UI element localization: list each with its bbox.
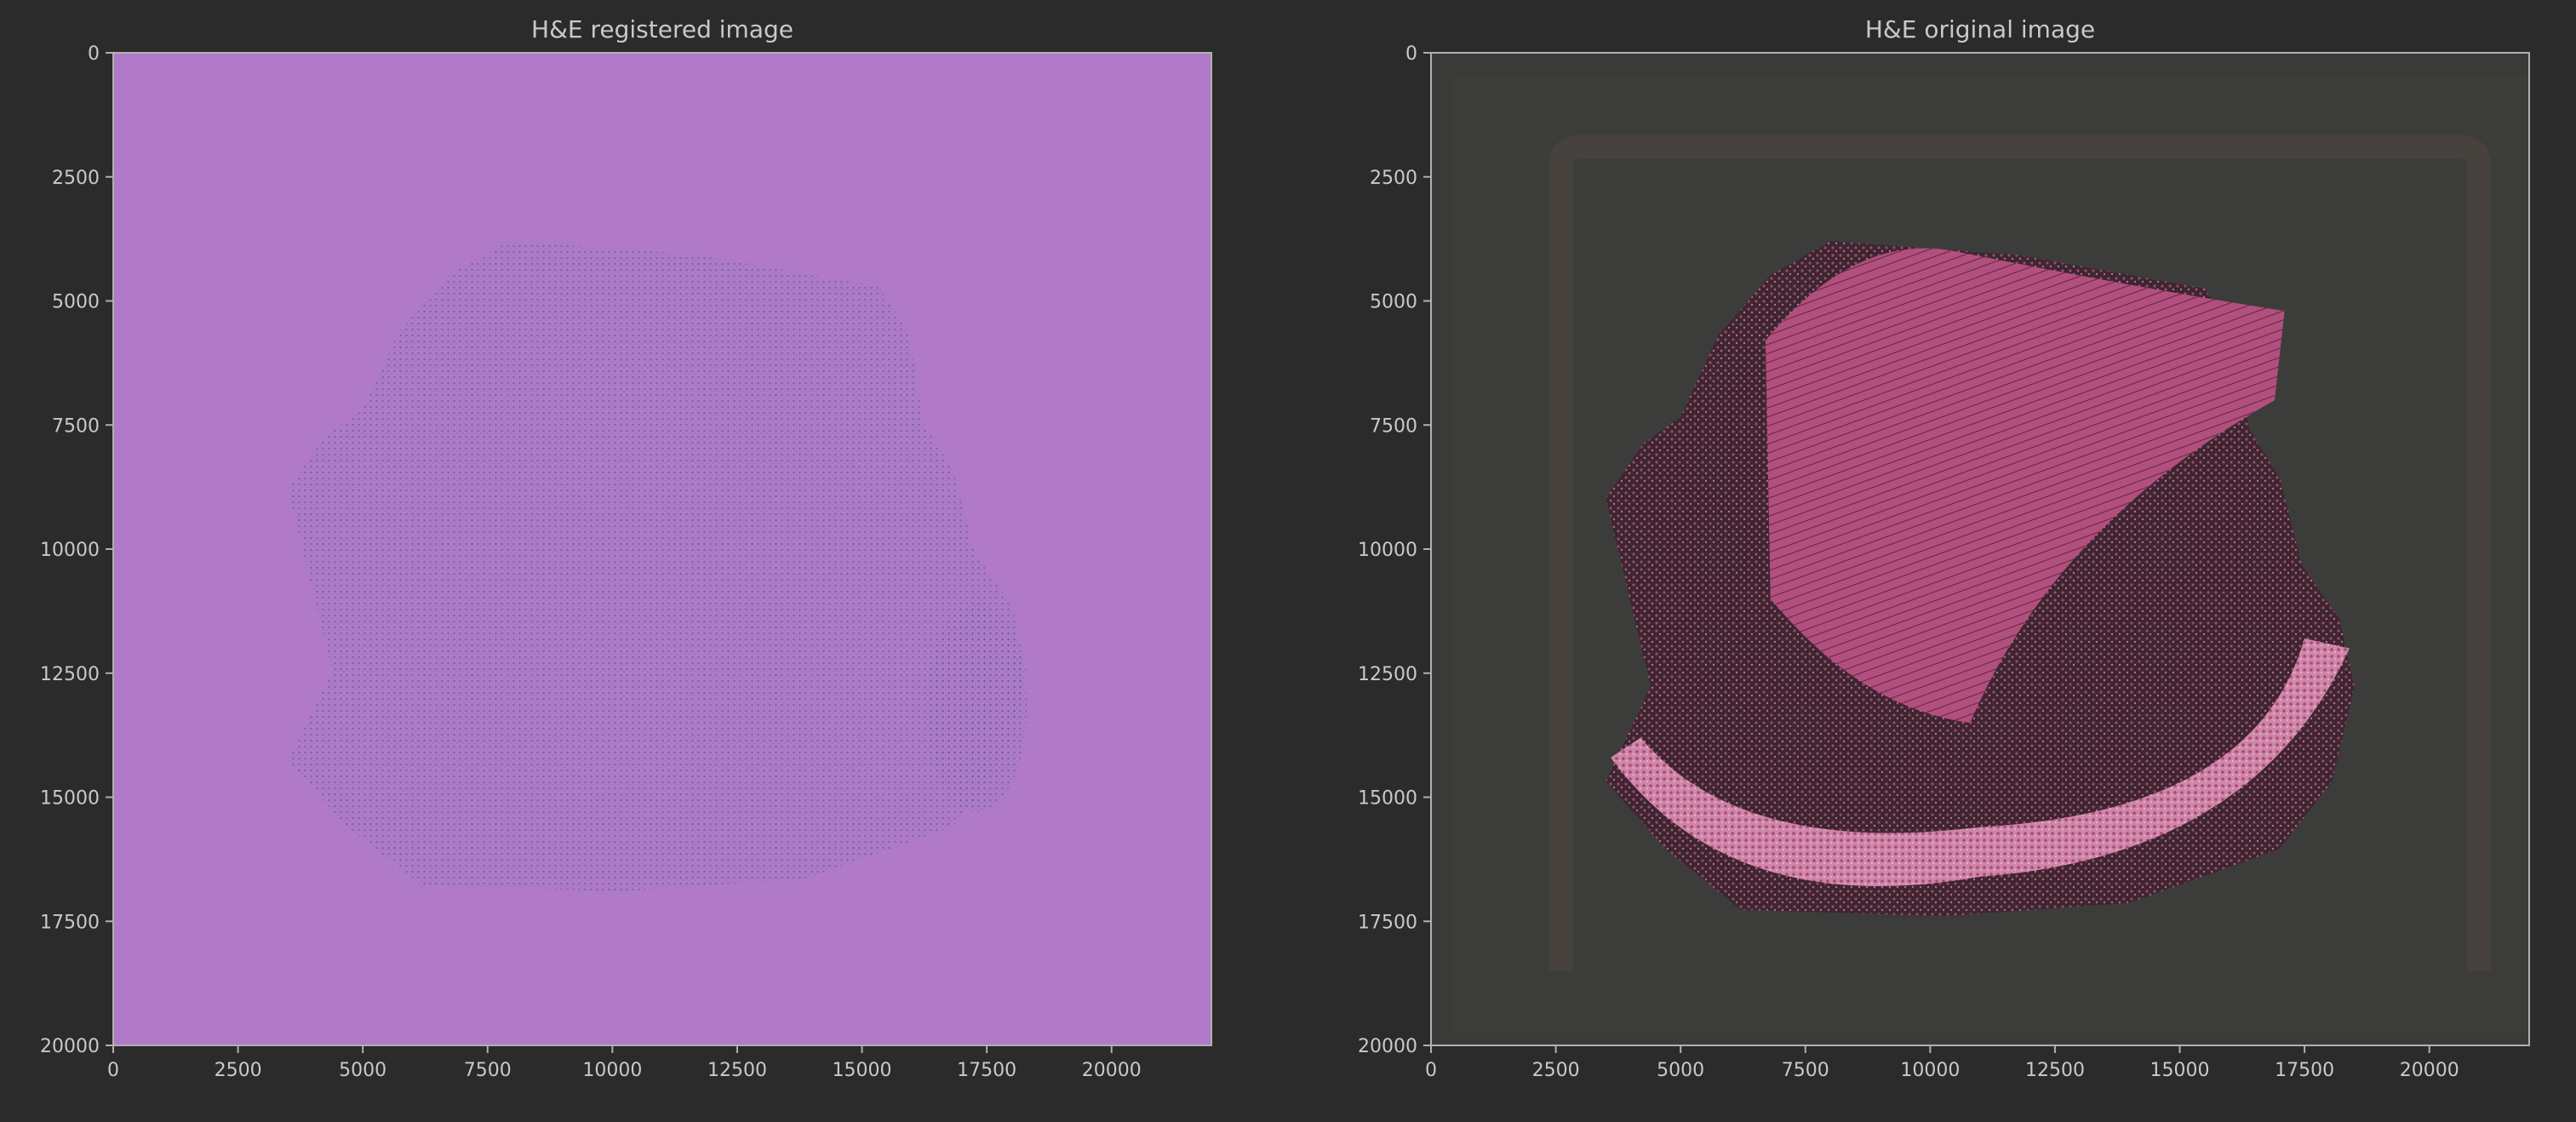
y-tick-label: 7500 [1370,415,1417,437]
panel-title: H&E original image [1865,15,2095,43]
x-tick-label: 5000 [1657,1060,1704,1081]
x-tick-label: 0 [1425,1060,1437,1081]
original-image [1431,53,2529,1045]
x-tick-label: 20000 [1082,1060,1142,1081]
y-tick-label: 12500 [1358,664,1417,685]
x-tick-label: 15000 [833,1060,892,1081]
x-tick-label: 2500 [1532,1060,1580,1081]
x-tick-label: 15000 [2150,1060,2210,1081]
x-tick-label: 5000 [339,1060,386,1081]
y-tick-label: 2500 [1370,168,1417,189]
y-tick-label: 2500 [52,168,100,189]
y-tick-label: 7500 [52,415,100,437]
y-tick-label: 17500 [1358,912,1417,933]
y-tick-label: 15000 [1358,788,1417,810]
x-tick-label: 12500 [707,1060,767,1081]
y-tick-label: 17500 [40,912,100,933]
tissue-region [926,604,1028,812]
x-tick-label: 10000 [1900,1060,1960,1081]
panel-registered: H&E registered image 0 2500 5000 7500 10000 1… [40,15,1212,1081]
x-tick-label: 2500 [215,1060,262,1081]
x-tick-label: 17500 [957,1060,1016,1081]
y-tick-label: 5000 [52,292,100,313]
mucosa-layer [1611,638,2350,887]
y-tick-label: 12500 [40,664,100,685]
y-tick-label: 20000 [1358,1036,1417,1057]
tissue-region [288,241,1028,892]
x-tick-label: 0 [107,1060,119,1081]
y-axis: 0 2500 5000 7500 10000 12500 15000 17500 20000 [1358,43,1431,1057]
x-tick-label: 7500 [464,1060,512,1081]
x-axis: 0 2500 5000 7500 10000 12500 15000 17500 20000 [1425,1045,2459,1081]
y-tick-label: 0 [88,43,100,65]
registered-image [113,53,1211,1045]
y-tick-label: 20000 [40,1036,100,1057]
panel-title: H&E registered image [531,15,793,43]
muscle-layer [1765,248,2285,724]
y-tick-label: 15000 [40,788,100,810]
x-tick-label: 20000 [2400,1060,2459,1081]
panel-original: H&E original image 0 2500 5000 7500 10000 125… [1358,15,2530,1081]
x-tick-label: 7500 [1782,1060,1829,1081]
y-tick-label: 10000 [1358,540,1417,561]
y-tick-label: 0 [1405,43,1417,65]
y-tick-label: 10000 [40,540,100,561]
x-axis: 0 2500 5000 7500 10000 12500 15000 17500 20000 [107,1045,1142,1081]
x-tick-label: 17500 [2275,1060,2334,1081]
slide-frame [1548,135,2492,971]
y-axis: 0 2500 5000 7500 10000 12500 15000 17500 20000 [40,43,113,1057]
x-tick-label: 12500 [2025,1060,2085,1081]
x-tick-label: 10000 [582,1060,642,1081]
y-tick-label: 5000 [1370,292,1417,313]
